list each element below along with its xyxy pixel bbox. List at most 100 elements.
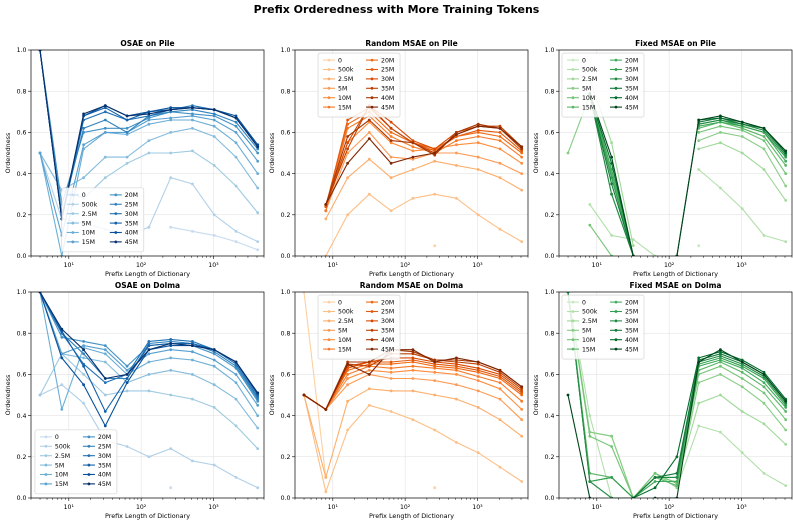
series-line-10M xyxy=(589,224,613,256)
legend: 0 500k 2.5M 5M 10M 15M 20M 25M 30M 35M 40M 45M xyxy=(61,187,145,253)
y-tick-label: 0.8 xyxy=(281,330,291,337)
data-point xyxy=(762,168,766,171)
data-point xyxy=(346,135,349,138)
data-point xyxy=(82,373,85,376)
legend-marker xyxy=(614,310,618,313)
data-point xyxy=(719,118,722,122)
legend-marker xyxy=(87,473,91,476)
data-point xyxy=(719,120,722,124)
y-tick-label: 0.0 xyxy=(545,495,555,502)
panel-title: OSAE on Pile xyxy=(120,39,174,48)
data-point xyxy=(125,381,129,384)
x-tick-label: 10³ xyxy=(736,504,747,511)
data-point xyxy=(498,124,502,128)
data-point xyxy=(169,338,173,341)
data-point xyxy=(740,124,744,128)
data-point xyxy=(256,414,260,417)
legend-marker xyxy=(114,221,118,225)
data-point xyxy=(191,342,194,345)
panels: 0.0 0.2 0.4 0.6 0.8 1.0 10¹ 10² 10³ OSAE on Pile P… xyxy=(4,39,793,520)
data-point xyxy=(212,213,216,217)
x-tick-label: 10² xyxy=(400,262,411,269)
series-group xyxy=(302,292,524,494)
data-point xyxy=(762,373,766,376)
data-point xyxy=(455,131,458,134)
data-point xyxy=(212,406,216,409)
data-point xyxy=(411,196,415,200)
data-point xyxy=(784,155,788,159)
legend-marker xyxy=(571,328,575,332)
legend-label: 20M xyxy=(625,57,638,64)
data-point xyxy=(367,387,371,391)
legend-box xyxy=(34,429,118,495)
data-point xyxy=(433,370,437,374)
data-point xyxy=(169,393,173,397)
series-line-20M xyxy=(39,50,259,206)
data-point xyxy=(125,373,129,376)
data-point xyxy=(169,106,173,110)
legend-label: 15M xyxy=(338,104,351,111)
data-point xyxy=(610,445,613,448)
legend-marker xyxy=(370,58,374,62)
data-point xyxy=(411,364,415,368)
data-point xyxy=(103,393,107,397)
data-point xyxy=(610,176,613,180)
data-point xyxy=(147,112,151,116)
y-axis-label: Orderedness xyxy=(4,374,12,415)
data-point xyxy=(256,393,260,397)
data-point xyxy=(411,155,415,159)
legend-marker xyxy=(71,231,75,234)
data-point xyxy=(60,383,64,387)
panel-5: 0.0 0.2 0.4 0.6 0.8 1.0 10¹ 10² 10³ Random MSAE o… xyxy=(268,281,529,520)
data-point xyxy=(103,104,107,107)
y-tick-label: 0.4 xyxy=(281,171,291,178)
data-point xyxy=(476,451,480,455)
data-point xyxy=(212,348,216,352)
y-tick-label: 0.2 xyxy=(17,212,27,219)
legend-marker xyxy=(614,77,618,81)
legend-marker xyxy=(327,310,331,313)
legend-label: 500k xyxy=(55,443,71,450)
data-point xyxy=(455,164,458,167)
data-point xyxy=(389,377,393,380)
panel-title: Fixed MSAE on Dolma xyxy=(630,281,722,290)
legend-marker xyxy=(327,347,331,351)
data-point xyxy=(784,172,788,176)
data-point xyxy=(476,122,480,126)
data-point xyxy=(346,428,349,432)
data-point xyxy=(455,364,458,368)
legend-label: 45M xyxy=(625,346,638,353)
data-point xyxy=(411,377,415,380)
legend-marker xyxy=(614,96,618,100)
data-point xyxy=(212,164,216,167)
legend-label: 15M xyxy=(55,481,68,488)
data-point xyxy=(389,362,393,366)
data-point xyxy=(169,447,173,450)
data-point xyxy=(367,364,371,368)
y-tick-label: 1.0 xyxy=(545,289,555,296)
data-point xyxy=(234,124,238,128)
legend-marker xyxy=(71,193,75,197)
data-point xyxy=(476,360,480,364)
data-point xyxy=(719,124,722,128)
data-point xyxy=(234,141,238,145)
panel-title: Fixed MSAE on Pile xyxy=(635,39,716,48)
data-point xyxy=(191,118,194,122)
data-point xyxy=(60,408,64,411)
data-point xyxy=(256,399,260,403)
data-point xyxy=(476,131,480,134)
y-tick-label: 0.2 xyxy=(545,212,555,219)
data-point xyxy=(191,114,194,118)
legend-marker xyxy=(370,105,374,109)
data-point xyxy=(520,480,524,483)
data-point xyxy=(302,393,306,397)
legend-box xyxy=(317,52,401,118)
data-point xyxy=(784,153,788,157)
y-tick-label: 1.0 xyxy=(281,47,291,54)
legend-label: 20M xyxy=(98,434,111,441)
data-point xyxy=(60,335,64,339)
data-point xyxy=(740,451,744,455)
data-point xyxy=(324,476,328,479)
legend-marker xyxy=(327,77,331,81)
